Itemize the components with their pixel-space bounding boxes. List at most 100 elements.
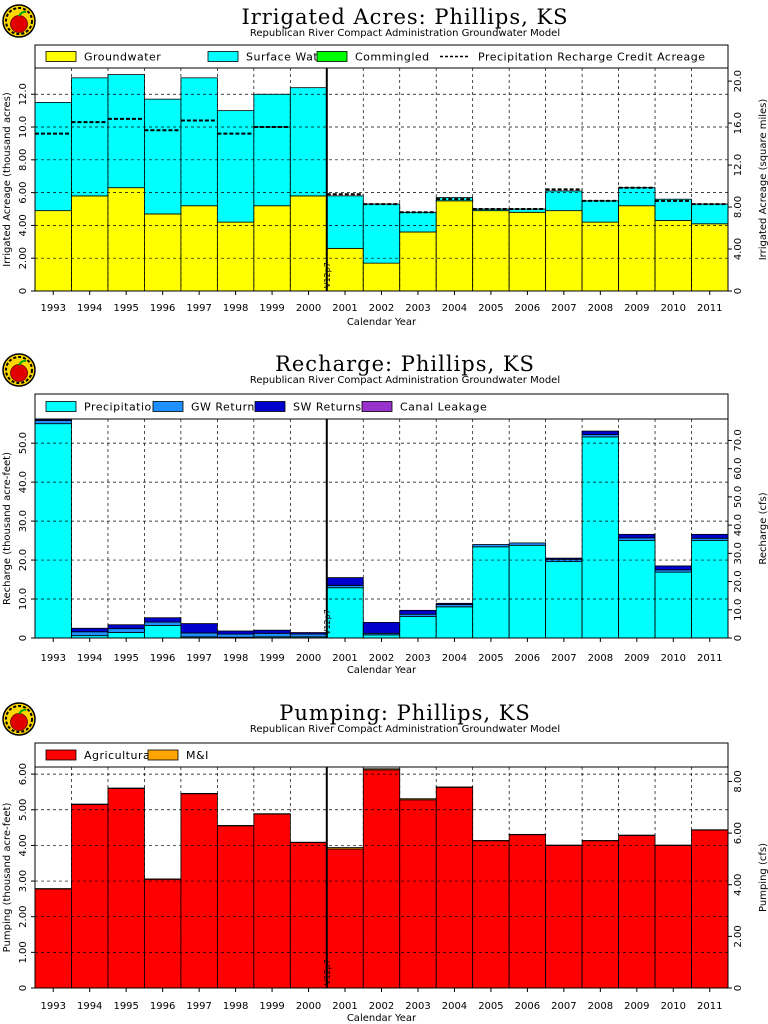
x-axis-label: Calendar Year [347,1013,417,1024]
bar-segment [362,622,401,634]
x-tick-label: 2008 [588,303,613,314]
bar-segment [618,187,656,207]
bar-segment [180,623,218,634]
x-tick-label: 1996 [150,653,175,664]
x-tick-label: 2004 [442,303,467,314]
bar-segment [581,200,619,223]
x-tick-label: 2009 [624,1001,649,1012]
bar-segment [180,632,218,638]
x-tick-label: 2004 [442,653,467,664]
apple-logo-icon [2,702,36,736]
y-axis-label: Pumping (thousand acre-feet) [2,803,13,953]
x-tick-label: 1996 [150,303,175,314]
legend-label: Precipitation [84,401,159,414]
x-tick-label: 2009 [624,303,649,314]
grid [35,419,728,638]
x-tick-label: 2007 [551,303,576,314]
x-tick-label: 1999 [259,303,284,314]
x-tick-label: 2011 [697,303,722,314]
y-tick-label: 4.00 [18,834,29,856]
bar-segment [253,632,291,638]
bar-segment [654,565,692,571]
bar-segment [107,628,145,633]
legend-swatch [207,51,239,62]
y-right-tick-label: 8.00 [733,196,744,218]
bar-segment [216,630,255,635]
x-tick-label: 1995 [113,303,138,314]
bar-segment [399,211,437,233]
x-tick-label: 2006 [515,653,540,664]
x-tick-label: 2003 [405,1001,430,1012]
x-axis-label: Calendar Year [347,665,417,676]
bar-segment [508,211,547,292]
y-right-tick-label: 2.00 [733,925,744,947]
version-marker-label: V12p7 [323,262,332,288]
x-tick-label: 2008 [588,1001,613,1012]
y-right-tick-label: 16.0 [733,112,744,134]
apple-logo-icon [2,353,36,387]
x-tick-label: 2006 [515,1001,540,1012]
bar-segment [508,544,547,639]
x-tick-label: 2004 [442,1001,467,1012]
x-tick-label: 1998 [223,303,248,314]
bar-segment [618,205,656,292]
bar-segment [399,799,437,989]
x-tick-label: 1999 [259,653,284,664]
y-right-tick-label: 10.0 [733,599,744,621]
y-tick-label: 2.00 [18,906,29,928]
x-tick-label: 2001 [332,1001,357,1012]
x-tick-label: 2001 [332,303,357,314]
y-right-tick-label: 50.0 [733,486,744,508]
bar-segment [71,627,109,633]
x-tick-label: 1995 [113,1001,138,1012]
bar-segment [34,418,72,421]
x-tick-label: 1998 [223,1001,248,1012]
chart-title: Recharge: Phillips, KS [275,352,535,376]
bar-segment [691,540,729,639]
bar-segment [253,629,291,634]
bar-segment [253,93,291,207]
x-tick-label: 1998 [223,653,248,664]
x-tick-label: 1993 [41,303,66,314]
y-tick-label: 6.00 [18,181,29,203]
legend-swatch [147,749,179,761]
y-tick-label: 6.00 [18,763,29,785]
bar-segment [581,840,619,989]
chart-subtitle: Republican River Compact Administration … [250,724,560,735]
x-tick-label: 2010 [661,653,686,664]
y-right-tick-label: 20.0 [733,70,744,92]
logo-ring-dots [5,356,33,384]
x-tick-label: 2005 [478,303,503,314]
chart-subtitle: Republican River Compact Administration … [250,375,560,386]
logo-leaf [18,359,27,366]
bars [34,418,729,639]
bar-segment [545,210,583,292]
y-right-tick-label: 4.00 [733,238,744,260]
y-right-tick-label: 4.00 [733,874,744,896]
bar-segment [71,195,109,292]
bar-segment [107,74,145,189]
bar-segment [253,205,291,292]
bar-segment [107,632,145,639]
x-tick-label: 1993 [41,1001,66,1012]
bar-segment [618,537,656,541]
logo-apple [10,713,28,731]
y-tick-label: 20.0 [18,549,29,571]
chart-title: Pumping: Phillips, KS [279,701,531,725]
bar-segment [654,571,692,639]
bar-segment [545,190,583,212]
y-right-tick-label: 8.00 [733,770,744,792]
bar-segment [399,231,437,292]
bar-segment [289,842,328,989]
bar-segment [34,423,72,639]
x-tick-label: 2011 [697,1001,722,1012]
bar-segment [34,420,72,425]
line-series [35,117,728,214]
bar-segment [435,786,474,989]
bar-segment [691,829,729,989]
x-tick-label: 2007 [551,653,576,664]
legend-label: Agricultural [84,749,154,762]
bar-segment [180,205,218,292]
bar-segment [472,840,510,989]
